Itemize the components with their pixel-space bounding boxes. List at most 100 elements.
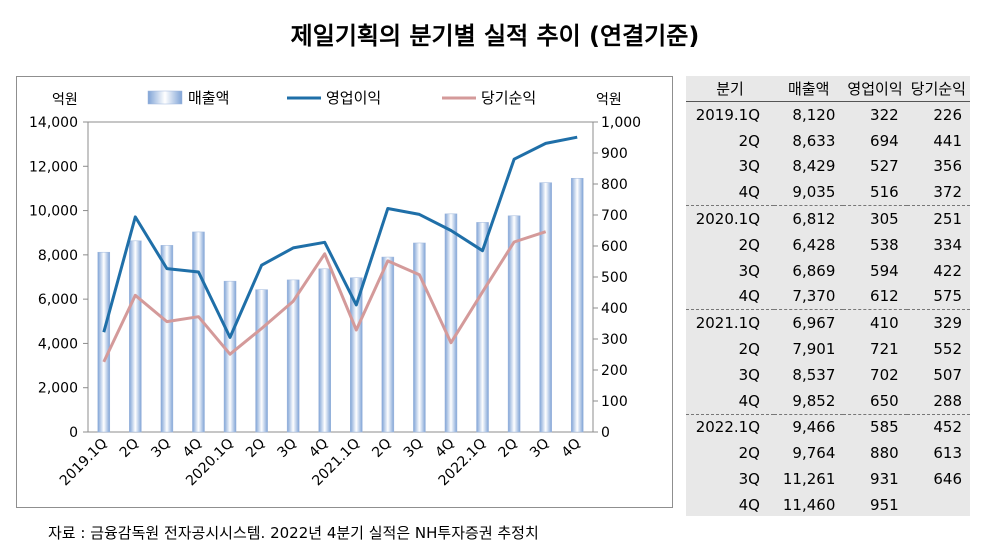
table-cell-quarter: 3Q — [738, 157, 760, 176]
table-cell: 329 — [933, 314, 962, 333]
bar-revenue — [476, 222, 489, 433]
table-cell: 613 — [933, 444, 962, 463]
table-row: 3Q 8,537 702 507 — [686, 362, 970, 388]
y-right-tick-label: 400 — [601, 301, 628, 317]
x-tick-label: 4Q — [306, 436, 331, 461]
legend-label-operating: 영업이익 — [326, 89, 381, 107]
table-cell: 931 — [870, 470, 899, 489]
bar-revenue — [286, 279, 300, 433]
table-cell: 8,633 — [792, 131, 836, 150]
table-cell: 951 — [870, 495, 899, 514]
table-cell: 612 — [843, 283, 907, 311]
chart-frame — [16, 76, 673, 508]
bar-revenue — [539, 182, 552, 433]
x-tick-label: 3Q — [527, 436, 552, 461]
table-cell-quarter: 3Q — [738, 261, 760, 280]
y-right-tick-label: 1,000 — [601, 115, 641, 131]
table-cell-quarter: 4Q — [686, 283, 774, 311]
bar-revenue — [129, 240, 142, 433]
y-right-tick-label: 300 — [601, 332, 628, 348]
table-cell: 646 — [933, 470, 962, 489]
table-cell: 702 — [870, 365, 899, 384]
table-cell: 880 — [870, 444, 899, 463]
table-row: 2Q 9,764 880 613 — [686, 440, 970, 466]
table-cell: 575 — [906, 283, 970, 311]
x-tick-label: 2Q — [496, 436, 521, 461]
table-cell: 585 — [870, 418, 899, 437]
table-header-row: 분기 매출액 영업이익 당기순익 — [686, 76, 970, 102]
table-cell: 7,370 — [774, 283, 844, 311]
x-tick-label: 2Q — [117, 436, 142, 461]
x-tick-label: 2Q — [369, 436, 394, 461]
x-tick-label: 3Q — [148, 436, 173, 461]
x-tick-label: 4Q — [432, 436, 457, 461]
bar-revenue — [570, 177, 584, 433]
table-header: 영업이익 — [843, 76, 907, 102]
y-left-tick-label: 2,000 — [38, 381, 78, 397]
y-left-tick-label: 12,000 — [29, 159, 78, 175]
y-left-tick-label: 14,000 — [29, 115, 78, 131]
table-row: 2Q 6,428 538 334 — [686, 232, 970, 258]
table-header: 분기 — [686, 76, 774, 102]
table-cell: 6,428 — [792, 235, 836, 254]
table-cell-quarter: 4Q — [738, 495, 760, 514]
bar-revenue — [160, 245, 174, 433]
bar-revenue — [223, 280, 237, 433]
table-row: 4Q 9,852 650 288 — [686, 387, 970, 415]
table-cell: 422 — [933, 261, 962, 280]
table-cell: 516 — [843, 179, 907, 207]
y-left-tick-label: 6,000 — [38, 292, 78, 308]
table-cell-quarter: 2022.1Q — [695, 418, 760, 437]
table-header: 매출액 — [774, 76, 844, 102]
table-cell-quarter: 2020.1Q — [695, 210, 760, 229]
bar-revenue — [381, 256, 395, 433]
line-operating-income — [102, 135, 578, 339]
table-cell: 507 — [933, 365, 962, 384]
table-cell: 8,429 — [792, 157, 836, 176]
bar-revenue — [350, 277, 363, 433]
combo-chart: 0 2,000 4,000 6,000 8,000 10,000 12,000 14,000 0… — [29, 89, 641, 490]
table-row: 2Q 7,901 721 552 — [686, 336, 970, 362]
y-left-tick-label: 4,000 — [38, 336, 78, 352]
table-cell: 9,852 — [774, 387, 844, 415]
table-cell: 721 — [870, 340, 899, 359]
table-row: 4Q 7,370 612 575 — [686, 283, 970, 311]
bar-revenue — [507, 215, 521, 433]
x-tick-label: 2019.1Q — [57, 436, 111, 490]
table-cell-quarter: 2021.1Q — [695, 314, 760, 333]
table-row: 4Q 11,460 951 — [686, 492, 970, 518]
page-title: 제일기획의 분기별 실적 추이 (연결기준) — [290, 22, 700, 50]
table-cell: 410 — [870, 314, 899, 333]
table-row: 2019.1Q 8,120 322 226 — [686, 102, 970, 128]
table-cell: 8,120 — [792, 105, 836, 124]
table-cell-quarter: 3Q — [738, 470, 760, 489]
line-net-income — [102, 230, 547, 363]
table-cell: 6,967 — [792, 314, 836, 333]
bar-revenue — [413, 242, 426, 433]
table-cell: 372 — [906, 179, 970, 207]
y-left-axis-label: 억원 — [52, 92, 78, 108]
table-row: 2022.1Q 9,466 585 452 — [686, 414, 970, 440]
bar-revenue — [192, 231, 205, 433]
table-cell: 226 — [933, 105, 962, 124]
y-right-tick-label: 700 — [601, 208, 628, 224]
y-left-tick-label: 10,000 — [29, 204, 78, 220]
table-row: 2Q 8,633 694 441 — [686, 128, 970, 154]
bar-revenue — [97, 251, 111, 433]
table-row: 3Q 6,869 594 422 — [686, 258, 970, 284]
table-cell: 552 — [933, 340, 962, 359]
x-tick-label: 2Q — [243, 436, 268, 461]
table-cell-quarter: 2Q — [738, 131, 760, 150]
table-cell: 334 — [933, 235, 962, 254]
table-cell-quarter: 2Q — [738, 444, 760, 463]
bar-revenue — [444, 213, 458, 433]
table-row: 2020.1Q 6,812 305 251 — [686, 206, 970, 232]
table-cell: 9,764 — [792, 444, 836, 463]
table-cell: 251 — [933, 210, 962, 229]
data-table: 분기 매출액 영업이익 당기순익 2019.1Q 8,120 322 226 2Q 8,6… — [686, 76, 970, 516]
legend-label-revenue: 매출액 — [188, 89, 229, 107]
bar-revenue — [318, 268, 331, 433]
legend-swatch-revenue — [147, 90, 183, 105]
y-right-tick-label: 200 — [601, 363, 628, 379]
table-cell-quarter: 3Q — [738, 365, 760, 384]
